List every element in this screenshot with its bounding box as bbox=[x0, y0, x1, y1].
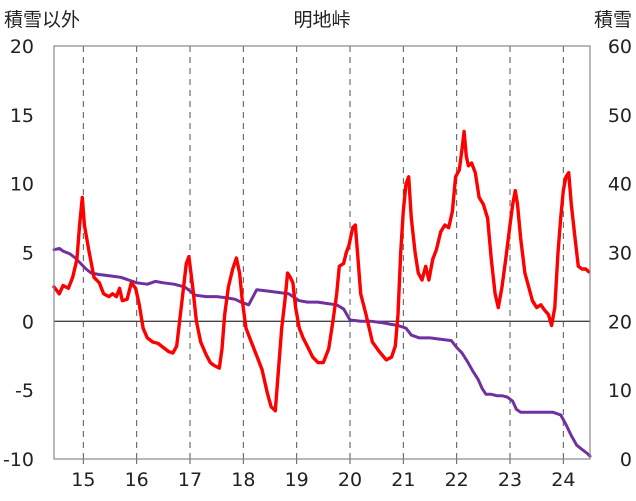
right-axis-label: 積雪 bbox=[594, 9, 632, 31]
x-tick-label: 16 bbox=[125, 469, 149, 491]
x-tick-label: 22 bbox=[445, 469, 469, 491]
plot-frame bbox=[53, 45, 591, 460]
left-tick-label: -10 bbox=[3, 449, 34, 471]
x-tick-label: 18 bbox=[231, 469, 255, 491]
left-tick-label: -5 bbox=[15, 380, 34, 402]
right-tick-label: 20 bbox=[608, 311, 632, 333]
x-tick-label: 23 bbox=[498, 469, 522, 491]
x-tick-label: 24 bbox=[551, 469, 575, 491]
left-axis-label: 積雪以外 bbox=[4, 9, 80, 31]
right-tick-label: 40 bbox=[608, 174, 632, 196]
right-tick-label: 0 bbox=[620, 449, 632, 471]
left-tick-label: 5 bbox=[22, 243, 34, 265]
series-layer bbox=[52, 129, 592, 458]
series-line-left-axis bbox=[52, 129, 591, 413]
x-tick-label: 19 bbox=[285, 469, 309, 491]
x-tick-label: 21 bbox=[391, 469, 415, 491]
right-tick-label: 10 bbox=[608, 380, 632, 402]
x-tick-label: 15 bbox=[71, 469, 95, 491]
chart-title: 明地峠 bbox=[293, 9, 350, 31]
right-tick-label: 60 bbox=[608, 36, 632, 58]
grid-layer bbox=[54, 46, 590, 464]
series-line-right-axis bbox=[52, 246, 592, 458]
x-tick-label: 20 bbox=[338, 469, 362, 491]
left-tick-label: 15 bbox=[10, 105, 34, 127]
left-tick-label: 10 bbox=[10, 174, 34, 196]
right-tick-label: 30 bbox=[608, 243, 632, 265]
left-tick-label: 0 bbox=[22, 311, 34, 333]
x-tick-label: 17 bbox=[178, 469, 202, 491]
left-tick-label: 20 bbox=[10, 36, 34, 58]
right-tick-label: 50 bbox=[608, 105, 632, 127]
